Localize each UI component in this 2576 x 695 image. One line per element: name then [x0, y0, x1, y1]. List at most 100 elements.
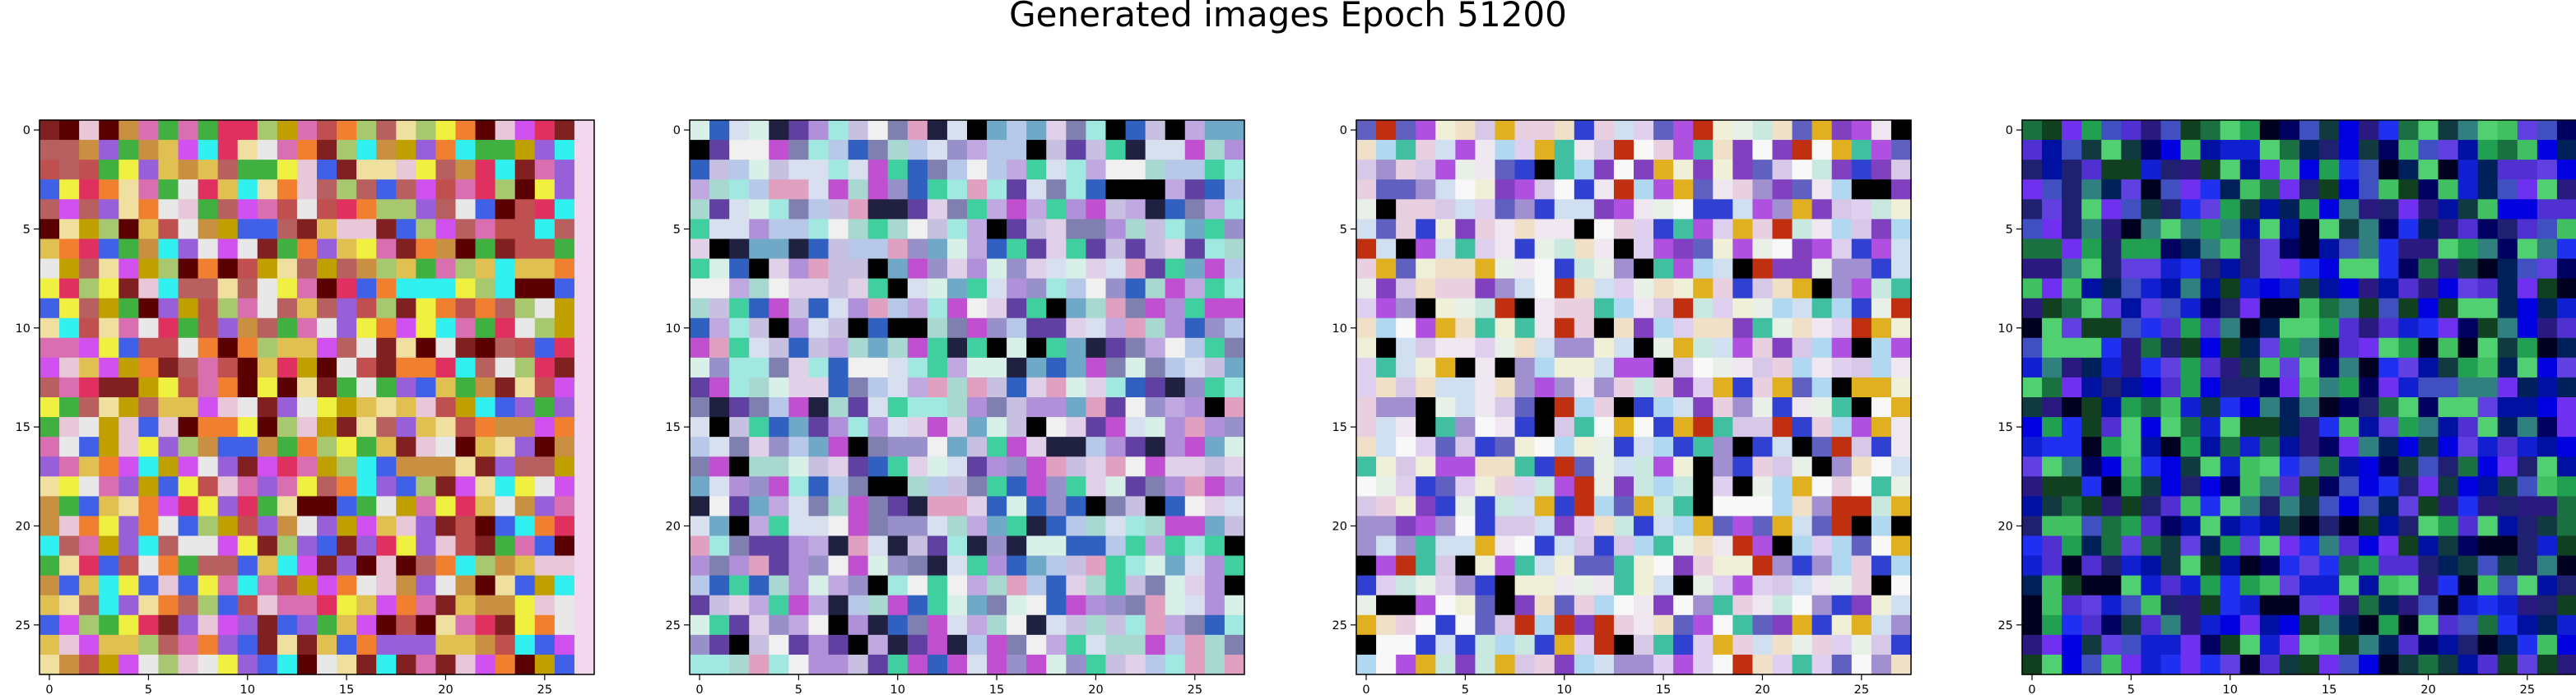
pixel-cell	[729, 160, 750, 180]
pixel-cell	[158, 179, 179, 200]
pixel-cell	[2279, 160, 2300, 180]
pixel-cell	[1732, 456, 1754, 477]
pixel-cell	[2438, 476, 2459, 497]
pixel-cell	[40, 258, 60, 280]
pixel-cell	[1534, 417, 1555, 438]
pixel-cell	[2141, 476, 2162, 497]
pixel-cell	[690, 278, 710, 299]
pixel-cell	[2180, 179, 2202, 200]
pixel-cell	[2121, 298, 2142, 319]
pixel-cell	[2121, 160, 2142, 180]
pixel-cell	[435, 496, 457, 517]
pixel-cell	[416, 120, 437, 141]
pixel-cell	[1376, 516, 1397, 537]
pixel-cell	[1574, 555, 1595, 577]
pixel-cell	[2477, 397, 2499, 418]
pixel-cell	[1007, 654, 1027, 675]
pixel-cell	[2141, 219, 2162, 240]
pixel-cell	[277, 317, 298, 339]
pixel-cell	[1653, 377, 1674, 398]
pixel-cell	[2556, 555, 2576, 577]
pixel-cell	[435, 417, 457, 438]
pixel-cell	[2101, 614, 2122, 636]
pixel-cell	[475, 555, 496, 577]
pixel-cell	[514, 555, 536, 577]
pixel-cell	[2378, 199, 2399, 220]
pixel-cell	[475, 298, 496, 319]
pixel-cell	[907, 496, 928, 517]
pixel-cell	[788, 179, 810, 200]
pixel-cell	[396, 298, 416, 319]
pixel-cell	[2239, 654, 2261, 675]
pixel-cell	[2081, 456, 2102, 477]
pixel-cell	[79, 496, 100, 517]
pixel-cell	[574, 120, 595, 141]
pixel-cell	[1613, 397, 1634, 418]
pixel-cell	[1574, 614, 1595, 636]
pixel-cell	[416, 595, 437, 616]
pixel-cell	[2220, 535, 2241, 557]
pixel-cell	[1204, 437, 1225, 457]
pixel-cell	[296, 417, 318, 438]
pixel-cell	[2160, 278, 2182, 299]
pixel-cell	[455, 239, 477, 260]
pixel-cell	[1416, 357, 1436, 378]
pixel-cell	[1613, 417, 1634, 438]
pixel-cell	[1204, 535, 1225, 557]
pixel-cell	[59, 516, 80, 537]
pixel-cell	[1514, 654, 1536, 675]
y-tick-label: 15	[666, 421, 681, 434]
pixel-cell	[927, 575, 948, 596]
pixel-cell	[2279, 496, 2300, 517]
pixel-cell	[1396, 654, 1416, 675]
pixel-cell	[2319, 258, 2340, 280]
pixel-cell	[1593, 278, 1615, 299]
pixel-cell	[2418, 357, 2439, 378]
pixel-cell	[2299, 634, 2320, 656]
pixel-cell	[2062, 278, 2082, 299]
pixel-cell	[2438, 535, 2459, 557]
pixel-cell	[296, 476, 318, 497]
pixel-cell	[2062, 357, 2082, 378]
pixel-cell	[2141, 437, 2162, 457]
pixel-cell	[119, 258, 139, 280]
pixel-cell	[337, 516, 357, 537]
pixel-cell	[138, 417, 160, 438]
pixel-cell	[1890, 179, 1912, 200]
pixel-cell	[1046, 239, 1067, 260]
pixel-cell	[1376, 140, 1397, 160]
pixel-cell	[2239, 614, 2261, 636]
pixel-cell	[2022, 496, 2043, 517]
pixel-cell	[337, 258, 357, 280]
pixel-cell	[337, 120, 357, 141]
pixel-cell	[514, 575, 536, 596]
pixel-cell	[2121, 654, 2142, 675]
pixel-cell	[788, 516, 810, 537]
pixel-cell	[2220, 337, 2241, 359]
pixel-cell	[1145, 417, 1166, 438]
pixel-cell	[2180, 456, 2202, 477]
pixel-cell	[2556, 160, 2576, 180]
pixel-cell	[1613, 634, 1634, 656]
pixel-cell	[1356, 614, 1377, 636]
pixel-cell	[1376, 199, 1397, 220]
pixel-cell	[2259, 595, 2281, 616]
pixel-cell	[2160, 258, 2182, 280]
pixel-cell	[1396, 595, 1416, 616]
pixel-cell	[2141, 160, 2162, 180]
pixel-cell	[1890, 555, 1912, 577]
pixel-cell	[79, 555, 100, 577]
pixel-cell	[1046, 160, 1067, 180]
pixel-cell	[946, 456, 968, 477]
pixel-cell	[1026, 595, 1047, 616]
pixel-cell	[769, 476, 789, 497]
pixel-cell	[2239, 140, 2261, 160]
pixel-cell	[1792, 140, 1813, 160]
pixel-cell	[1713, 516, 1733, 537]
pixel-cell	[946, 317, 968, 339]
pixel-cell	[1435, 377, 1456, 398]
pixel-cell	[1224, 120, 1245, 141]
pixel-cell	[79, 595, 100, 616]
pixel-cell	[1026, 278, 1047, 299]
pixel-cell	[2200, 278, 2221, 299]
